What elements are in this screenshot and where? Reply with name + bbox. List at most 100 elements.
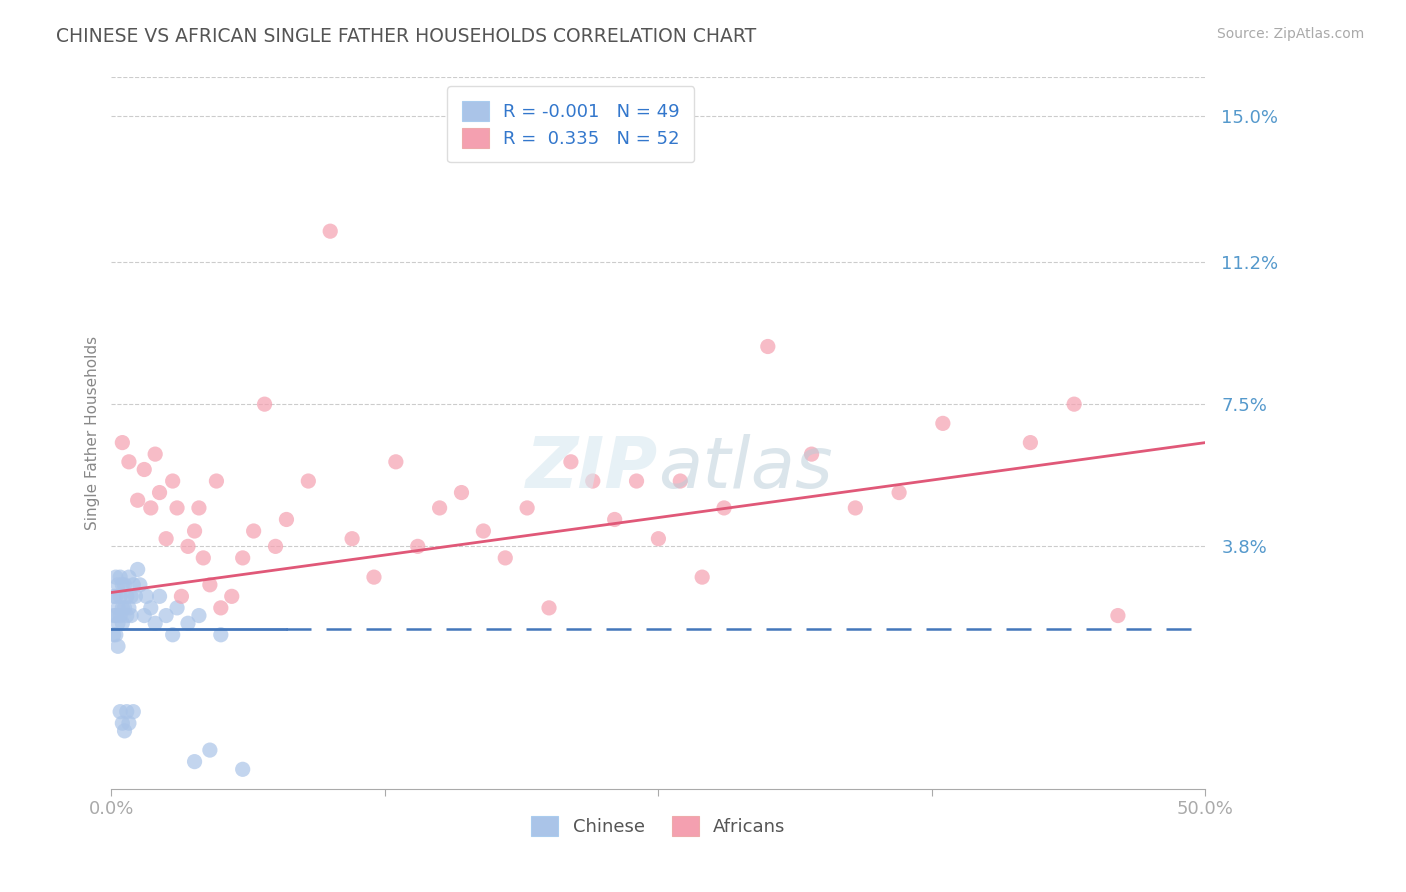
Point xyxy=(155,608,177,623)
Point xyxy=(111,716,134,731)
Point xyxy=(209,628,232,642)
Point xyxy=(560,455,582,469)
Point xyxy=(107,616,129,631)
Point xyxy=(166,500,188,515)
Point xyxy=(669,474,692,488)
Point xyxy=(134,462,156,476)
Point xyxy=(537,600,560,615)
Point xyxy=(103,590,125,604)
Point xyxy=(118,455,141,469)
Point xyxy=(582,474,605,488)
Point xyxy=(114,600,136,615)
Point xyxy=(148,590,170,604)
Point xyxy=(107,600,129,615)
Point xyxy=(276,512,298,526)
Point xyxy=(108,705,131,719)
Point xyxy=(155,532,177,546)
Point xyxy=(108,608,131,623)
Point xyxy=(183,524,205,538)
Point xyxy=(800,447,823,461)
Y-axis label: Single Father Households: Single Father Households xyxy=(86,336,100,530)
Point xyxy=(516,500,538,515)
Point xyxy=(118,600,141,615)
Point xyxy=(108,570,131,584)
Point xyxy=(170,590,193,604)
Point xyxy=(134,608,156,623)
Point xyxy=(111,578,134,592)
Text: Source: ZipAtlas.com: Source: ZipAtlas.com xyxy=(1216,27,1364,41)
Point xyxy=(139,500,162,515)
Point xyxy=(115,608,138,623)
Point xyxy=(120,590,142,604)
Text: CHINESE VS AFRICAN SINGLE FATHER HOUSEHOLDS CORRELATION CHART: CHINESE VS AFRICAN SINGLE FATHER HOUSEHO… xyxy=(56,27,756,45)
Point xyxy=(193,550,215,565)
Point xyxy=(115,590,138,604)
Point xyxy=(103,608,125,623)
Point xyxy=(139,600,162,615)
Point xyxy=(340,532,363,546)
Point xyxy=(406,540,429,554)
Point xyxy=(297,474,319,488)
Point xyxy=(111,435,134,450)
Point xyxy=(472,524,495,538)
Point xyxy=(104,608,127,623)
Point xyxy=(205,474,228,488)
Point xyxy=(844,500,866,515)
Point xyxy=(253,397,276,411)
Point xyxy=(122,705,145,719)
Point xyxy=(104,628,127,642)
Point xyxy=(690,570,713,584)
Point xyxy=(603,512,626,526)
Point xyxy=(111,616,134,631)
Point xyxy=(118,570,141,584)
Point xyxy=(221,590,243,604)
Point xyxy=(114,723,136,738)
Point xyxy=(242,524,264,538)
Legend: Chinese, Africans: Chinese, Africans xyxy=(524,809,793,844)
Point xyxy=(111,600,134,615)
Point xyxy=(198,578,221,592)
Point xyxy=(1107,608,1129,623)
Point xyxy=(162,474,184,488)
Point xyxy=(103,628,125,642)
Point xyxy=(118,716,141,731)
Point xyxy=(187,500,209,515)
Point xyxy=(122,578,145,592)
Point xyxy=(319,224,342,238)
Point xyxy=(429,500,451,515)
Point xyxy=(107,640,129,654)
Point xyxy=(127,493,149,508)
Point xyxy=(209,600,232,615)
Point xyxy=(198,743,221,757)
Point xyxy=(143,616,166,631)
Point xyxy=(232,762,254,776)
Text: ZIP: ZIP xyxy=(526,434,658,503)
Point xyxy=(104,590,127,604)
Point xyxy=(713,500,735,515)
Point xyxy=(127,562,149,576)
Point xyxy=(143,447,166,461)
Point xyxy=(385,455,408,469)
Point xyxy=(1019,435,1042,450)
Text: atlas: atlas xyxy=(658,434,832,503)
Point xyxy=(128,578,150,592)
Point xyxy=(177,616,200,631)
Point xyxy=(177,540,200,554)
Point xyxy=(232,550,254,565)
Point xyxy=(756,339,779,353)
Point xyxy=(1063,397,1085,411)
Point xyxy=(187,608,209,623)
Point xyxy=(626,474,648,488)
Point xyxy=(108,590,131,604)
Point xyxy=(166,600,188,615)
Point xyxy=(887,485,910,500)
Point xyxy=(148,485,170,500)
Point xyxy=(183,755,205,769)
Point xyxy=(932,417,955,431)
Point xyxy=(135,590,157,604)
Point xyxy=(264,540,287,554)
Point xyxy=(115,705,138,719)
Point xyxy=(494,550,516,565)
Point xyxy=(162,628,184,642)
Point xyxy=(114,578,136,592)
